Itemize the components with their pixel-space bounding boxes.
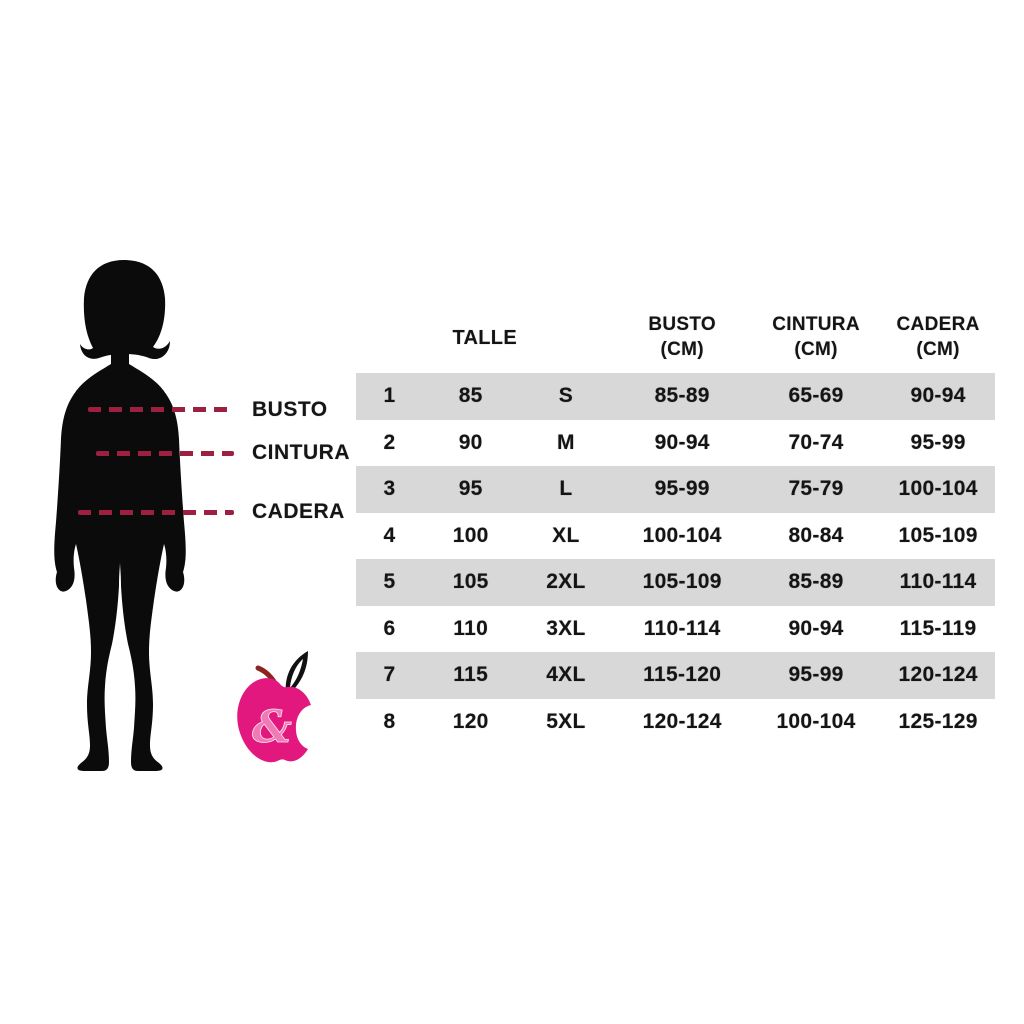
cell-row-number: 5 [383, 570, 396, 594]
table-header-row: TALLE BUSTO (CM) CINTURA (CM) CADERA (CM… [356, 303, 995, 373]
apple-body [237, 678, 311, 763]
table-row: 6 110 3XL 110-114 90-94 115-119 [356, 606, 995, 653]
header-talle: TALLE [452, 327, 517, 349]
cell-cadera-range: 90-94 [910, 384, 966, 408]
table-row: 8 120 5XL 120-124 100-104 125-129 [356, 699, 995, 746]
apple-logo: & [237, 651, 311, 763]
cell-cintura-range: 65-69 [788, 384, 844, 408]
cell-busto-range: 95-99 [654, 477, 710, 501]
cell-cintura-range: 85-89 [788, 570, 844, 594]
cell-size-letter: S [558, 384, 574, 408]
table-row: 2 90 M 90-94 70-74 95-99 [356, 420, 995, 467]
table-row: 4 100 XL 100-104 80-84 105-109 [356, 513, 995, 560]
table-body: 1 85 S 85-89 65-69 90-94 2 90 M 90-94 70… [356, 373, 995, 745]
cell-size-letter: 2XL [546, 570, 586, 594]
cell-row-number: 1 [383, 384, 396, 408]
cell-cadera-range: 110-114 [899, 570, 977, 594]
cell-row-number: 2 [383, 430, 396, 454]
cell-size-letter: 3XL [546, 616, 586, 640]
cell-cadera-range: 125-129 [898, 709, 978, 733]
silhouette-hair [80, 260, 170, 360]
table-row: 3 95 L 95-99 75-79 100-104 [356, 466, 995, 513]
cell-cintura-range: 75-79 [788, 477, 844, 501]
cell-busto-range: 90-94 [654, 430, 710, 454]
cell-row-number: 4 [383, 523, 396, 547]
cell-busto-range: 100-104 [642, 523, 722, 547]
cell-cintura-range: 70-74 [788, 430, 844, 454]
header-cintura-text: CINTURA [772, 314, 860, 336]
cell-talle-value: 95 [458, 477, 483, 501]
cell-row-number: 3 [383, 477, 396, 501]
cell-size-letter: M [557, 430, 575, 454]
cell-cadera-range: 105-109 [898, 523, 978, 547]
cadera-label: CADERA [252, 500, 345, 523]
header-cadera-unit: (CM) [916, 339, 960, 360]
apple-ampersand: & [252, 702, 292, 753]
cell-busto-range: 85-89 [654, 384, 710, 408]
cell-size-letter: L [559, 477, 573, 501]
cell-cadera-range: 95-99 [910, 430, 966, 454]
header-busto: BUSTO (CM) [614, 313, 751, 362]
cell-size-letter: 4XL [546, 663, 586, 687]
header-cintura-unit: (CM) [794, 339, 838, 360]
apple-leaf-icon [285, 651, 308, 695]
silhouette-body [54, 344, 186, 771]
header-busto-unit: (CM) [660, 339, 704, 360]
cell-cintura-range: 90-94 [788, 616, 844, 640]
cell-size-letter: 5XL [546, 709, 586, 733]
cell-cintura-range: 100-104 [776, 709, 856, 733]
cell-talle-value: 120 [452, 709, 489, 733]
cell-talle-value: 100 [452, 523, 489, 547]
busto-label: BUSTO [252, 398, 328, 421]
cell-cintura-range: 95-99 [788, 663, 844, 687]
header-cadera: CADERA (CM) [881, 313, 995, 362]
header-cadera-text: CADERA [896, 314, 980, 336]
cell-row-number: 6 [383, 616, 396, 640]
cell-busto-range: 115-120 [643, 663, 722, 687]
cell-talle-value: 90 [458, 430, 483, 454]
busto-dash-line [88, 407, 234, 412]
cell-talle-value: 115 [453, 663, 489, 687]
cell-busto-range: 120-124 [642, 709, 722, 733]
cell-size-letter: XL [552, 523, 580, 547]
header-cintura: CINTURA (CM) [751, 313, 881, 362]
cell-cadera-range: 100-104 [898, 477, 978, 501]
table-row: 5 105 2XL 105-109 85-89 110-114 [356, 559, 995, 606]
table-row: 7 115 4XL 115-120 95-99 120-124 [356, 652, 995, 699]
cell-busto-range: 105-109 [642, 570, 722, 594]
cell-talle-value: 85 [458, 384, 483, 408]
cell-row-number: 8 [383, 709, 396, 733]
table-row: 1 85 S 85-89 65-69 90-94 [356, 373, 995, 420]
header-busto-text: BUSTO [648, 314, 717, 336]
cell-busto-range: 110-114 [643, 616, 721, 640]
cadera-dash-line [78, 510, 234, 515]
cell-talle-value: 105 [452, 570, 489, 594]
female-silhouette [54, 260, 186, 771]
cell-cintura-range: 80-84 [788, 523, 844, 547]
cintura-label: CINTURA [252, 441, 350, 464]
cell-cadera-range: 115-119 [899, 616, 977, 640]
size-table: TALLE BUSTO (CM) CINTURA (CM) CADERA (CM… [356, 303, 995, 745]
cell-talle-value: 110 [453, 616, 489, 640]
cell-cadera-range: 120-124 [898, 663, 978, 687]
cintura-dash-line [96, 451, 234, 456]
cell-row-number: 7 [383, 663, 396, 687]
